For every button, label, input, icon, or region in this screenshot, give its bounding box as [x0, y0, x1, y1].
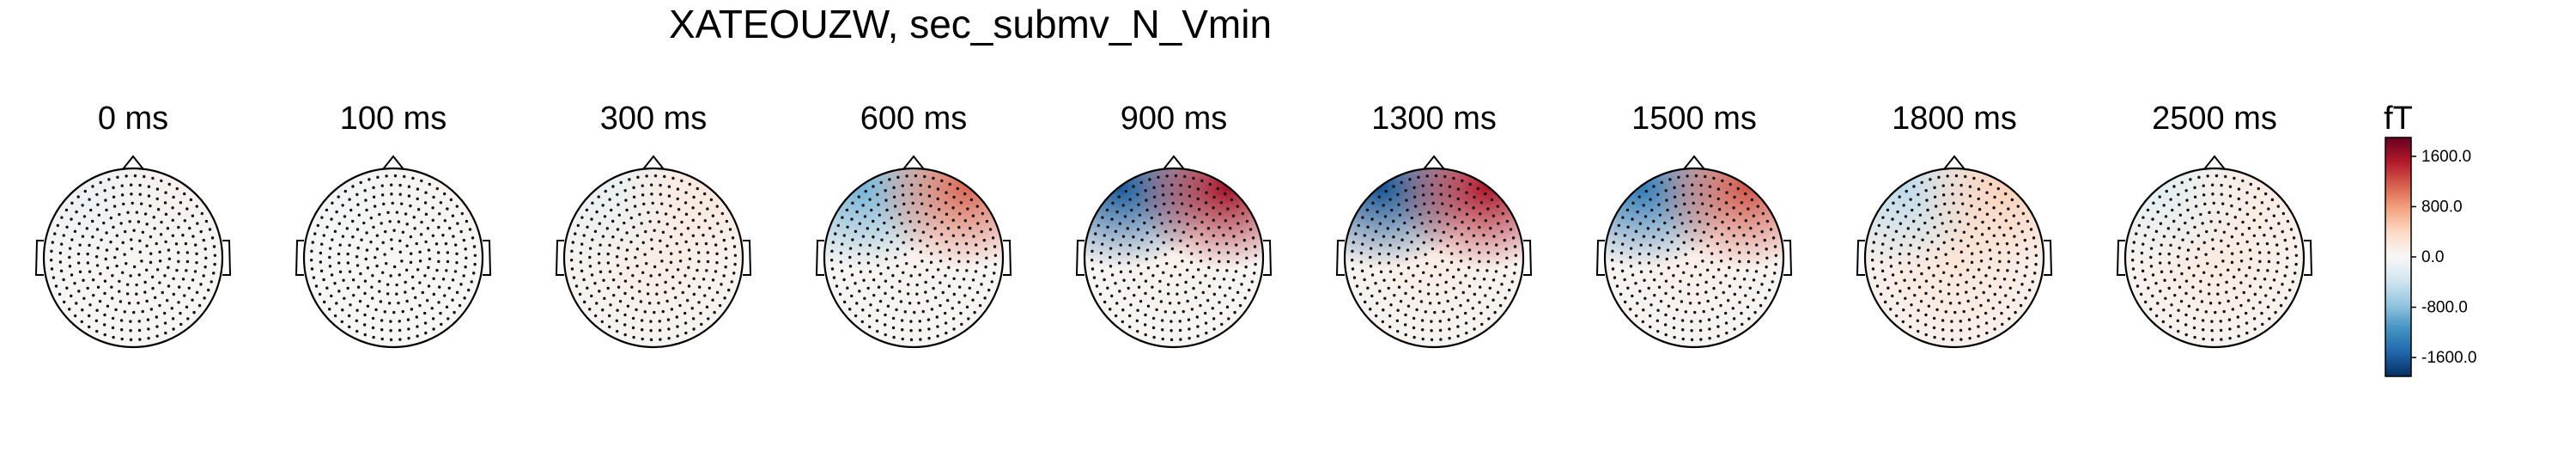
- field-map: [2125, 168, 2304, 347]
- nose-icon: [1423, 155, 1445, 170]
- field-map: [304, 168, 483, 347]
- topomap-panel: 100 ms: [295, 101, 492, 349]
- colorbar-gradient: [2385, 137, 2412, 377]
- colorbar-tick-label: 1600.0: [2421, 148, 2471, 166]
- head-outline: [1083, 167, 1265, 349]
- nose-icon: [1683, 155, 1705, 170]
- right-ear-icon: [222, 240, 232, 276]
- field-map: [1605, 168, 1783, 347]
- sensor-markers: [49, 174, 217, 342]
- left-ear-icon: [34, 240, 44, 276]
- colorbar: fT 1600.0 800.0 0.0 -800.0 -1600.0: [2384, 101, 2476, 377]
- right-ear-icon: [2044, 240, 2053, 276]
- sensor-markers: [1350, 174, 1518, 342]
- head-outline: [823, 167, 1005, 349]
- head-outline: [2123, 167, 2306, 349]
- nose-icon: [382, 155, 404, 170]
- head-outline: [1863, 167, 2045, 349]
- left-ear-icon: [1335, 240, 1345, 276]
- topomap-panel: 1300 ms: [1335, 101, 1533, 349]
- sensor-markers: [1610, 174, 1778, 342]
- nose-icon: [122, 155, 144, 170]
- panel-time-label: 1800 ms: [1892, 101, 2017, 137]
- nose-icon: [902, 155, 925, 170]
- field-map: [564, 168, 743, 347]
- left-ear-icon: [1856, 240, 1865, 276]
- sensor-markers: [1870, 174, 2038, 342]
- figure-title: XATEOUZW, sec_submv_N_Vmin: [669, 2, 1272, 46]
- right-ear-icon: [2304, 240, 2313, 276]
- right-ear-icon: [1783, 240, 1793, 276]
- nose-icon: [1163, 155, 1185, 170]
- colorbar-tick-label: 800.0: [2421, 198, 2463, 216]
- panel-time-label: 300 ms: [600, 101, 708, 137]
- head-outline: [302, 167, 484, 349]
- field-map: [1084, 168, 1263, 347]
- right-ear-icon: [743, 240, 752, 276]
- right-ear-icon: [1263, 240, 1273, 276]
- left-ear-icon: [2116, 240, 2125, 276]
- head-outline: [562, 167, 744, 349]
- topomap-panels: 0 ms 100 ms 300 ms 600 ms 900 ms 1300 ms 1500 …: [34, 101, 2313, 349]
- sensor-markers: [829, 174, 998, 342]
- sensor-markers: [2130, 174, 2299, 342]
- topomap-panel: 0 ms: [34, 101, 232, 349]
- nose-icon: [642, 155, 665, 170]
- right-ear-icon: [483, 240, 492, 276]
- panel-time-label: 2500 ms: [2152, 101, 2277, 137]
- topomap-panel: 1800 ms: [1856, 101, 2053, 349]
- right-ear-icon: [1003, 240, 1012, 276]
- left-ear-icon: [555, 240, 564, 276]
- sensor-markers: [569, 174, 738, 342]
- panel-time-label: 1500 ms: [1631, 101, 1757, 137]
- nose-icon: [2203, 155, 2226, 170]
- panel-time-label: 100 ms: [340, 101, 447, 137]
- sensor-markers: [1090, 174, 1258, 342]
- field-map: [1865, 168, 2044, 347]
- right-ear-icon: [1523, 240, 1533, 276]
- left-ear-icon: [295, 240, 304, 276]
- topomap-panel: 1500 ms: [1595, 101, 1793, 349]
- left-ear-icon: [815, 240, 824, 276]
- nose-icon: [1943, 155, 1965, 170]
- panel-time-label: 1300 ms: [1371, 101, 1497, 137]
- head-outline: [1603, 167, 1785, 349]
- head-outline: [42, 167, 224, 349]
- sensor-markers: [309, 174, 477, 342]
- colorbar-label: fT: [2384, 101, 2413, 137]
- left-ear-icon: [1595, 240, 1605, 276]
- colorbar-tick-label: 0.0: [2421, 248, 2444, 266]
- field-map: [824, 168, 1003, 347]
- topomap-panel: 600 ms: [815, 101, 1012, 349]
- panel-time-label: 900 ms: [1121, 101, 1228, 137]
- topomap-panel: 300 ms: [555, 101, 752, 349]
- colorbar-tick-label: -800.0: [2421, 299, 2468, 317]
- field-map: [44, 168, 222, 347]
- left-ear-icon: [1075, 240, 1084, 276]
- colorbar-tick-label: -1600.0: [2421, 349, 2476, 367]
- panel-time-label: 0 ms: [98, 101, 168, 137]
- panel-time-label: 600 ms: [860, 101, 968, 137]
- field-map: [1345, 168, 1523, 347]
- head-outline: [1343, 167, 1525, 349]
- topomap-panel: 2500 ms: [2116, 101, 2313, 349]
- topomap-panel: 900 ms: [1075, 101, 1273, 349]
